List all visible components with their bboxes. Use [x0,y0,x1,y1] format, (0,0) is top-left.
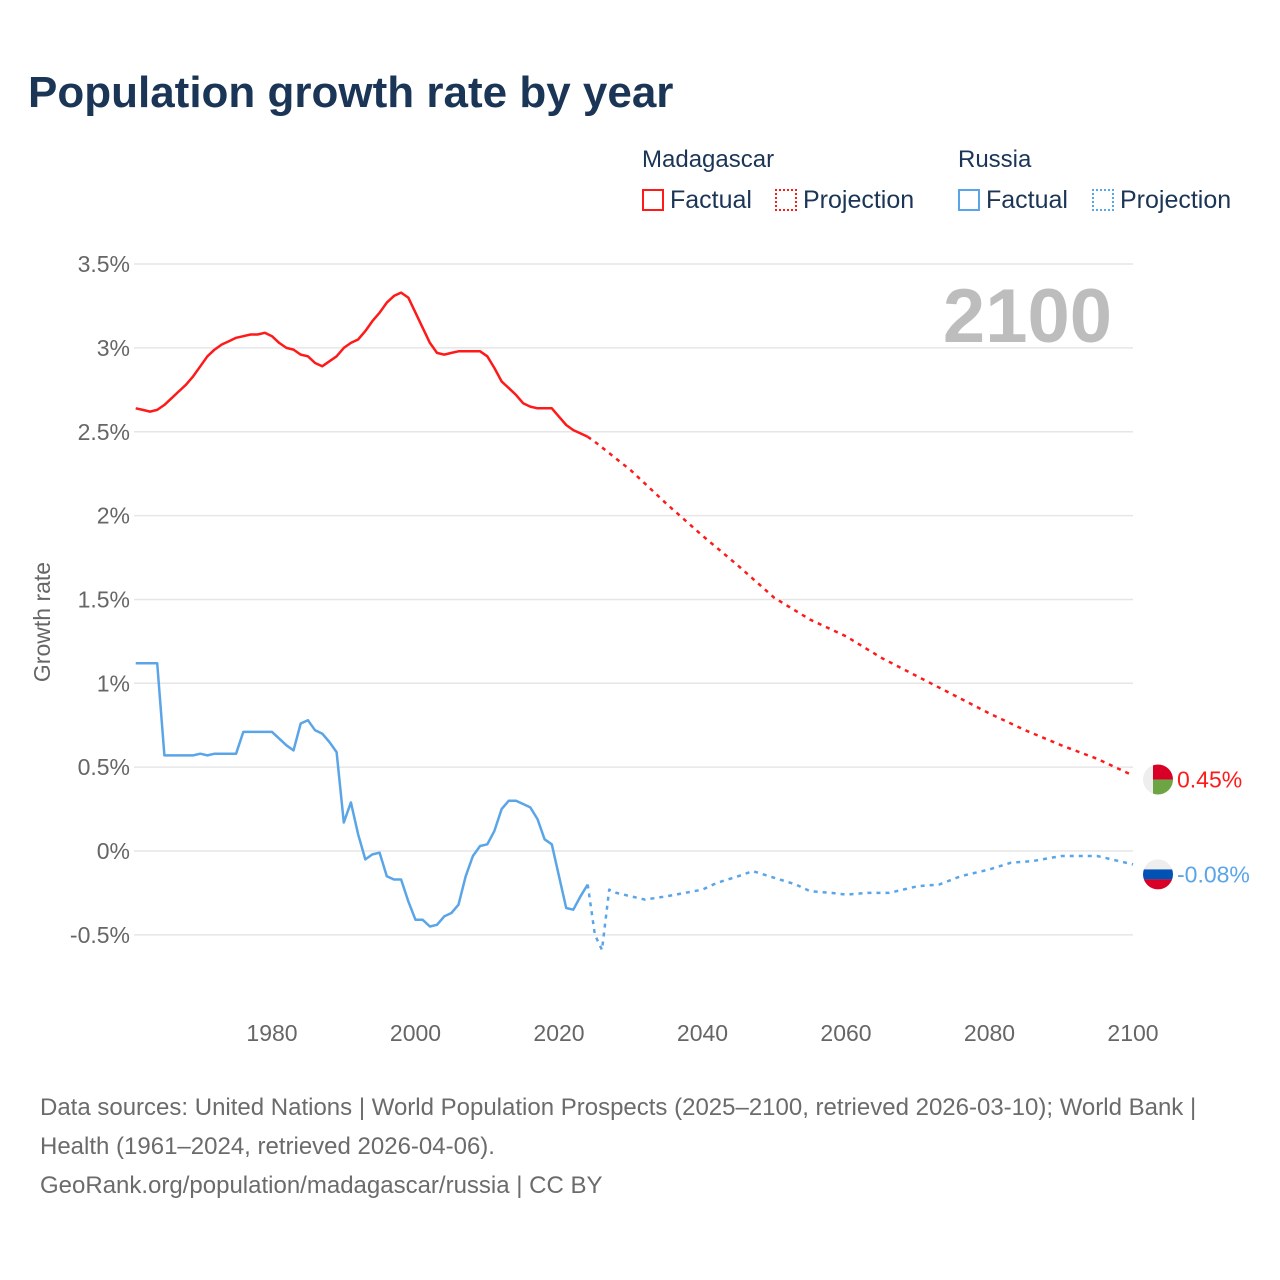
data-sources: Data sources: United Nations | World Pop… [40,1094,1197,1160]
y-tick-label: 3.5% [78,251,130,277]
legend-group-russia: Russia [958,146,1032,173]
y-tick-label: 1% [97,670,130,696]
series-line-madagascar-projection [586,435,1134,777]
y-tick-label: 1.5% [78,586,130,612]
credit-link[interactable]: GeoRank.org/population/madagascar/russia… [40,1172,603,1199]
legend-russia-factual[interactable]: Factual [958,186,1068,215]
flag-icon-madagascar [1143,764,1173,795]
x-tick-label: 1980 [246,1020,297,1046]
end-value-label-madagascar: 0.45% [1177,767,1242,793]
y-tick-label: 0.5% [78,754,130,780]
y-tick-label: 0% [97,838,130,864]
x-tick-label: 2000 [390,1020,441,1046]
legend-swatch-dotted [775,189,797,211]
flag-icon-russia [1143,859,1173,890]
y-tick-label: 2% [97,503,130,529]
chart-title: Population growth rate by year [28,68,674,117]
x-tick-label: 2040 [677,1020,728,1046]
legend-label: Projection [1120,186,1232,214]
legend-madagascar-factual[interactable]: Factual [642,186,752,215]
series-line-russia-projection [586,854,1134,952]
legend-russia-projection[interactable]: Projection [1092,186,1231,215]
legend-swatch-dotted [1092,189,1114,211]
y-tick-label: 2.5% [78,419,130,445]
series-line-russia-factual [135,661,589,928]
y-tick-label: 3% [97,335,130,361]
series-line-madagascar-factual [135,291,589,438]
end-value-label-russia: -0.08% [1177,861,1250,887]
year-indicator: 2100 [943,274,1112,359]
legend-swatch-solid [642,189,664,211]
legend-group-madagascar: Madagascar [642,146,775,173]
x-tick-label: 2020 [533,1020,584,1046]
footer: Data sources: United Nations | World Pop… [40,1088,1240,1205]
legend-label: Factual [670,186,752,214]
legend-swatch-solid [958,189,980,211]
legend-label: Factual [986,186,1068,214]
y-axis-label: Growth rate [29,562,55,682]
x-tick-label: 2080 [964,1020,1015,1046]
y-tick-label: -0.5% [70,922,130,948]
legend-madagascar-projection[interactable]: Projection [775,186,914,215]
legend-label: Projection [803,186,915,214]
x-tick-label: 2100 [1107,1020,1158,1046]
x-tick-label: 2060 [820,1020,871,1046]
